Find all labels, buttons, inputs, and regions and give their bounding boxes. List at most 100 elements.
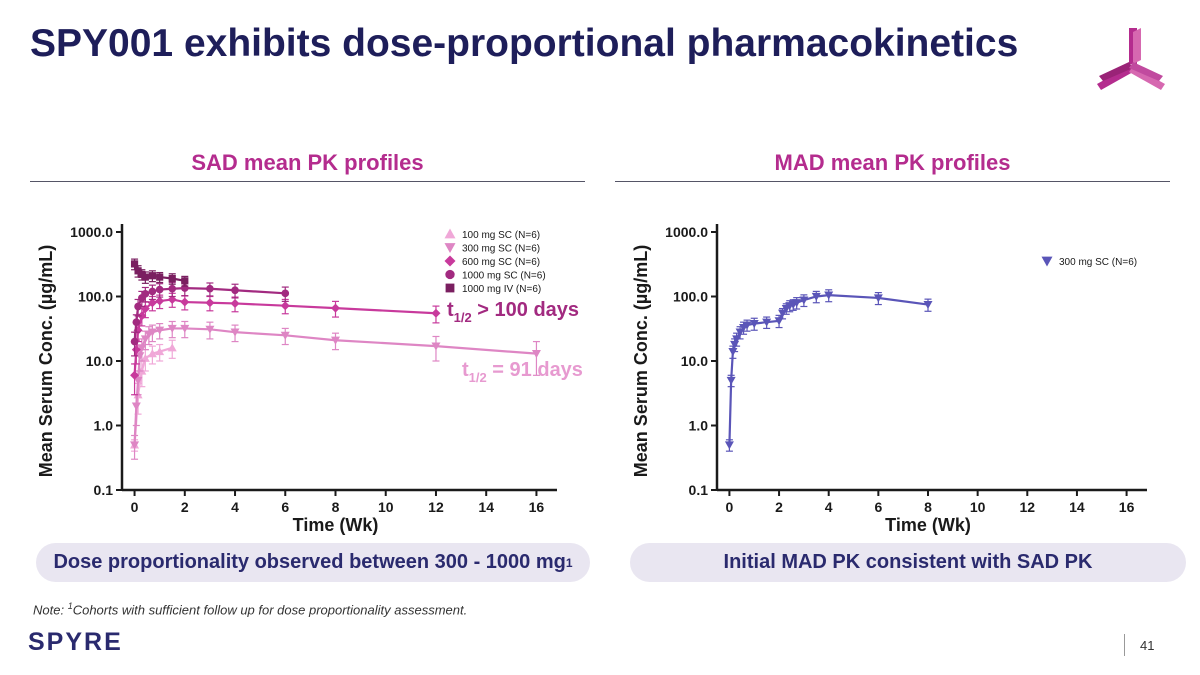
y-tick-label: 1000.0 <box>665 224 708 240</box>
spyre-logo-icon <box>1097 28 1165 90</box>
data-point <box>431 342 441 351</box>
spyre-wordmark: SPYRE <box>28 628 123 656</box>
sad-heading-rule <box>30 181 585 182</box>
data-point <box>131 402 141 411</box>
legend-marker <box>444 255 456 267</box>
x-tick-label: 12 <box>1020 499 1036 515</box>
x-tick-label: 10 <box>378 499 394 515</box>
y-tick-label: 100.0 <box>673 289 708 305</box>
half-life-annotation: t1/2 > 100 days <box>447 299 579 325</box>
data-point <box>155 296 165 306</box>
y-tick-label: 1.0 <box>689 418 709 434</box>
mad-heading-rule <box>615 181 1170 182</box>
data-point <box>148 272 156 280</box>
data-point <box>762 318 772 327</box>
data-point <box>147 328 157 337</box>
x-tick-label: 6 <box>281 499 289 515</box>
series-4 <box>130 258 189 287</box>
y-tick-label: 10.0 <box>86 353 113 369</box>
y-axis-label: Mean Serum Conc. (µg/mL) <box>631 245 651 477</box>
x-tick-label: 16 <box>529 499 545 515</box>
legend-marker <box>444 243 456 253</box>
y-tick-label: 0.1 <box>689 482 709 498</box>
data-point <box>130 370 140 380</box>
x-tick-label: 6 <box>874 499 882 515</box>
mad-pk-chart: 0.1 1.0 10.0 100.0 1000.0 0 2 4 6 8 10 12 14 16 Time (… <box>631 224 1147 535</box>
x-tick-label: 16 <box>1119 499 1135 515</box>
annotation-t: t <box>447 299 454 321</box>
page-number: 41 <box>1140 638 1155 653</box>
x-tick-label: 4 <box>231 499 239 515</box>
data-point <box>141 273 149 281</box>
legend-marker <box>445 283 455 293</box>
data-point <box>167 324 177 333</box>
x-tick-label: 8 <box>332 499 340 515</box>
data-point <box>778 309 788 318</box>
y-tick-label: 100.0 <box>78 289 113 305</box>
legend-label: 300 mg SC (N=6) <box>1059 257 1137 268</box>
data-point <box>130 260 139 268</box>
brand-text: SPYRE <box>28 628 123 656</box>
x-tick-label: 12 <box>428 499 444 515</box>
data-point <box>331 336 340 345</box>
x-tick-label: 4 <box>825 499 833 515</box>
y-tick-label: 1000.0 <box>70 224 113 240</box>
x-tick-label: 2 <box>181 499 189 515</box>
data-point <box>155 326 165 335</box>
data-point <box>205 298 215 308</box>
annotation-text: > 100 days <box>472 299 579 321</box>
data-point <box>180 297 190 307</box>
series-line <box>728 294 929 445</box>
data-point <box>155 347 165 356</box>
x-tick-label: 2 <box>775 499 783 515</box>
x-tick-label: 0 <box>726 499 734 515</box>
data-point <box>923 300 933 310</box>
legend-label: 300 mg SC (N=6) <box>462 244 540 255</box>
data-point <box>735 328 745 337</box>
data-point <box>148 287 157 296</box>
data-point <box>137 344 147 353</box>
annotation-sub: 1/2 <box>454 310 472 325</box>
data-point <box>230 328 240 337</box>
data-point <box>155 285 164 294</box>
data-point <box>205 325 215 334</box>
slide-title: SPY001 exhibits dose-proportional pharma… <box>30 22 1019 65</box>
footnote-prefix: Note: <box>33 602 68 618</box>
series-1 <box>130 320 541 460</box>
half-life-annotation: t1/2 = 91 days <box>462 359 583 385</box>
data-point <box>141 290 150 298</box>
legend-label: 1000 mg SC (N=6) <box>462 271 546 282</box>
sad-callout: Dose proportionality observed between 30… <box>36 543 590 582</box>
data-point <box>130 441 140 450</box>
data-point <box>134 267 142 275</box>
sad-callout-sup: 1 <box>565 555 573 570</box>
data-point <box>167 294 177 304</box>
mad-callout: Initial MAD PK consistent with SAD PK <box>630 543 1186 582</box>
x-tick-label: 10 <box>970 499 986 515</box>
data-point <box>137 311 147 321</box>
data-point <box>147 298 157 308</box>
data-point <box>280 301 290 311</box>
sad-heading: SAD mean PK profiles <box>191 150 424 175</box>
data-point <box>726 376 736 385</box>
data-point <box>168 284 177 293</box>
data-point <box>180 324 190 333</box>
y-axis-label: Mean Serum Conc. (µg/mL) <box>36 245 56 477</box>
legend-marker <box>1041 256 1053 267</box>
data-point <box>140 353 150 362</box>
data-point <box>431 308 441 318</box>
data-point <box>147 349 157 358</box>
x-tick-label: 0 <box>131 499 139 515</box>
data-point <box>749 320 759 329</box>
data-point <box>331 303 340 313</box>
annotation-sub: 1/2 <box>469 370 487 385</box>
data-point <box>134 302 142 311</box>
data-point <box>181 277 189 285</box>
data-point <box>799 296 809 305</box>
x-axis-label: Time (Wk) <box>885 515 971 535</box>
y-tick-label: 1.0 <box>94 418 114 434</box>
data-point <box>133 376 143 385</box>
footnote-sup: 1 <box>67 601 73 611</box>
sad-callout-text: Dose proportionality observed between 30… <box>53 551 566 573</box>
data-point <box>824 291 834 300</box>
